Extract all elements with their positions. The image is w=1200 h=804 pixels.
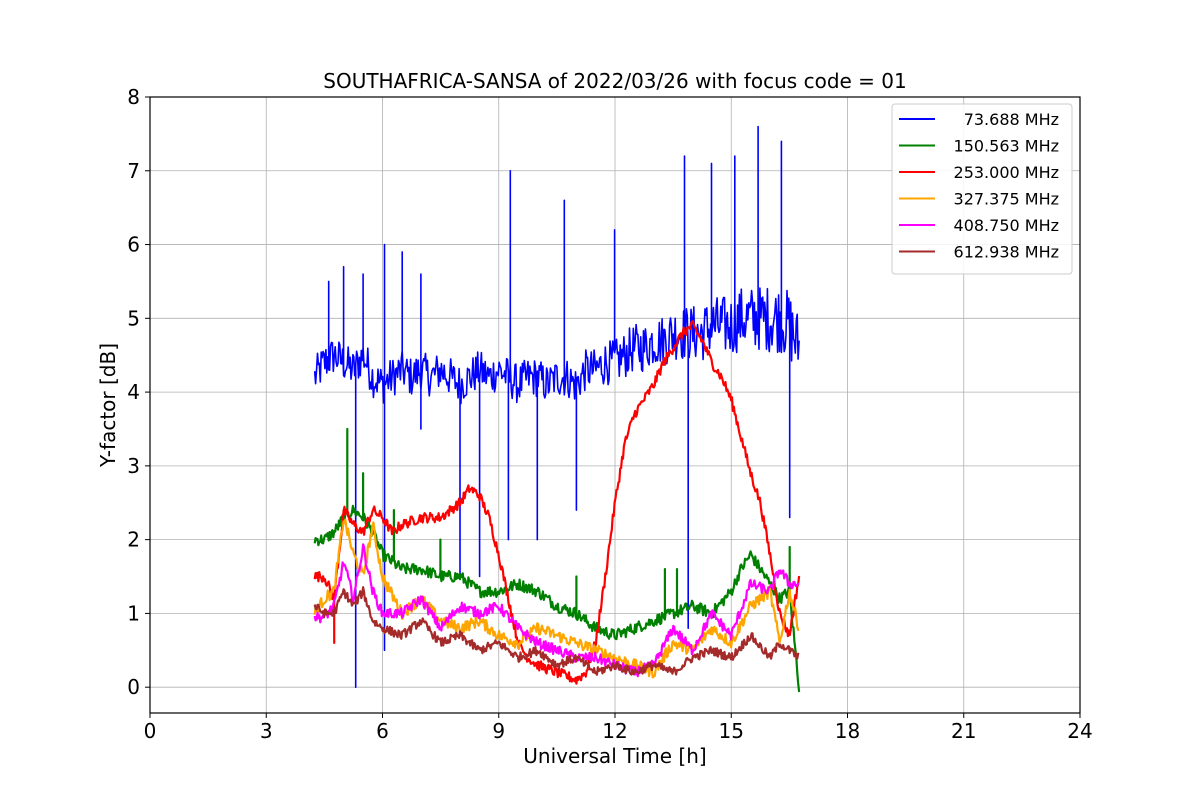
x-tick-label: 9 [492, 719, 505, 743]
y-tick-label: 6 [127, 233, 140, 257]
series-line [313, 518, 800, 679]
legend-label: 253.000 MHz [954, 163, 1059, 182]
x-tick-label: 0 [144, 719, 157, 743]
series-line [313, 320, 801, 685]
y-tick-label: 4 [127, 380, 140, 404]
series-line [313, 125, 800, 688]
y-axis: 0 1 2 3 4 5 6 7 8 [127, 85, 150, 699]
x-tick-label: 15 [719, 719, 744, 743]
y-tick-label: 8 [127, 85, 140, 109]
legend-label: 408.750 MHz [954, 216, 1059, 235]
legend-label: 612.938 MHz [954, 243, 1059, 262]
series-line [313, 586, 800, 676]
legend-label: 73.688 MHz [964, 110, 1059, 129]
x-tick-label: 21 [951, 719, 976, 743]
x-tick-label: 3 [260, 719, 273, 743]
legend: 73.688 MHz 150.563 MHz 253.000 MHz 327.375 … [891, 103, 1073, 275]
x-axis: 0 3 6 9 12 15 18 21 24 [144, 713, 1093, 743]
y-axis-label: Y-factor [dB] [96, 343, 120, 468]
x-tick-label: 12 [602, 719, 627, 743]
series-line [313, 543, 800, 678]
x-axis-label: Universal Time [h] [523, 744, 706, 768]
series-612-938-mhz [313, 586, 800, 676]
x-tick-label: 6 [376, 719, 389, 743]
series-layer [313, 125, 801, 693]
series-150-563-mhz [313, 427, 801, 693]
y-tick-label: 2 [127, 528, 140, 552]
series-253-000-mhz [313, 320, 801, 685]
series-line [313, 427, 801, 693]
x-tick-label: 18 [835, 719, 860, 743]
y-tick-label: 5 [127, 306, 140, 330]
series-73-688-mhz [313, 125, 800, 688]
x-tick-label: 24 [1067, 719, 1092, 743]
legend-label: 327.375 MHz [954, 190, 1059, 209]
legend-label: 150.563 MHz [954, 137, 1059, 156]
y-tick-label: 1 [127, 601, 140, 625]
chart-title: SOUTHAFRICA-SANSA of 2022/03/26 with foc… [323, 69, 907, 93]
legend-box [891, 103, 1073, 275]
series-327-375-mhz [313, 518, 800, 679]
series-408-750-mhz [313, 543, 800, 678]
y-tick-label: 0 [127, 675, 140, 699]
y-tick-label: 3 [127, 454, 140, 478]
y-tick-label: 7 [127, 159, 140, 183]
